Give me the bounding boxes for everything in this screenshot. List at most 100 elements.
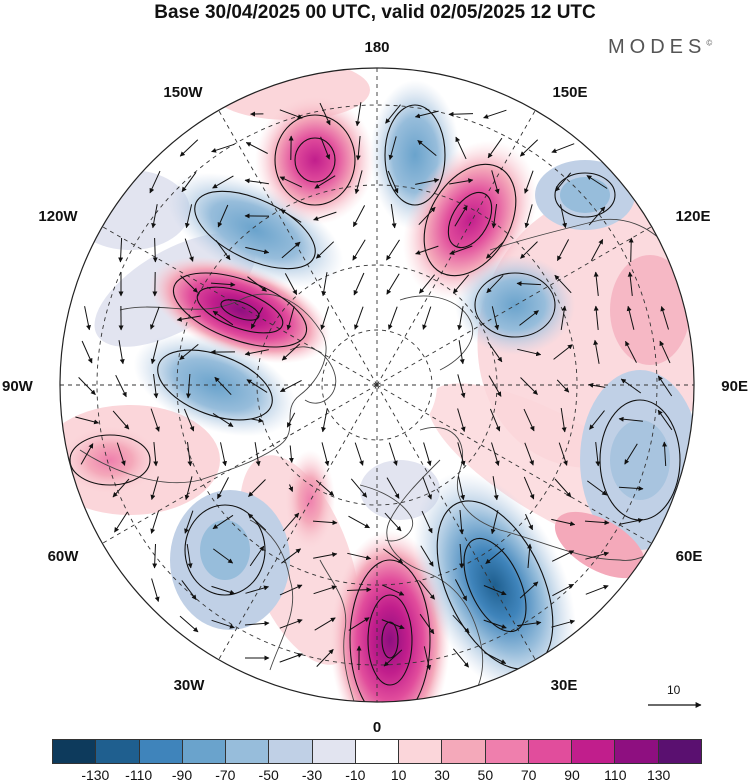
- wind-vector: [486, 274, 504, 294]
- lon-label-150w: 150W: [163, 84, 203, 101]
- wind-vector: [487, 341, 503, 363]
- legend-label: 50: [477, 767, 494, 783]
- wind-vector: [152, 543, 158, 569]
- legend-swatch: [615, 740, 659, 763]
- wind-vector: [560, 408, 567, 433]
- wind-vector: [185, 373, 191, 399]
- wind-vector: [181, 580, 197, 600]
- wind-vector: [659, 340, 671, 364]
- wind-vector: [554, 274, 572, 294]
- wind-vector: [153, 442, 159, 467]
- wind-vector: [419, 613, 435, 635]
- wind-vector: [520, 241, 538, 259]
- wind-vector: [449, 245, 473, 255]
- wind-vector: [281, 548, 302, 564]
- wind-vector: [245, 246, 270, 255]
- wind-vector: [184, 238, 194, 262]
- wind-vector: [350, 478, 368, 498]
- wind-vector: [314, 175, 336, 189]
- wind-vector: [280, 209, 302, 223]
- legend-swatch: [182, 740, 227, 763]
- wind-vector: [520, 377, 538, 395]
- legend-label: -30: [301, 767, 323, 783]
- wind-vector: [449, 178, 474, 185]
- wind-vector: [282, 512, 300, 532]
- wind-vector: [523, 476, 535, 500]
- legend-label: -50: [258, 767, 279, 783]
- wind-vector: [355, 102, 362, 127]
- wind-vector: [455, 136, 467, 160]
- wind-vector: [457, 408, 466, 432]
- wind-vector: [211, 585, 235, 595]
- legend-swatch: [53, 740, 97, 763]
- wind-vector: [560, 305, 567, 330]
- wind-vector: [554, 478, 572, 498]
- wind-vector: [212, 310, 234, 326]
- wind-vector: [116, 442, 126, 466]
- wind-vector: [423, 442, 432, 466]
- legend-swatch: [269, 740, 313, 763]
- wind-vector: [281, 343, 301, 361]
- legend-label: 90: [564, 767, 580, 783]
- lon-label-120e: 120E: [675, 208, 710, 225]
- wind-vector: [527, 543, 533, 569]
- wind-vector: [150, 306, 160, 330]
- wind-vector: [314, 617, 336, 631]
- wind-vector: [244, 349, 269, 356]
- wind-vector: [628, 237, 634, 263]
- wind-vector: [657, 375, 673, 397]
- wind-vector: [150, 476, 159, 500]
- wind-vector: [150, 408, 160, 432]
- wind-vector: [321, 442, 330, 467]
- wind-vector: [279, 653, 303, 663]
- wind-vector: [517, 620, 542, 627]
- wind-vector: [180, 275, 198, 293]
- wind-vector: [556, 239, 570, 262]
- wind-vector: [516, 281, 542, 287]
- wind-vector: [245, 142, 268, 154]
- lon-label-90e: 90E: [721, 378, 748, 395]
- wind-vector: [414, 110, 439, 119]
- wind-vector: [386, 477, 400, 499]
- wind-vector: [179, 615, 199, 633]
- wind-vector: [176, 315, 201, 322]
- wind-vector: [388, 306, 398, 330]
- wind-vector: [454, 579, 468, 602]
- wind-vector: [486, 241, 504, 259]
- wind-vector: [210, 282, 236, 288]
- wind-vector: [383, 649, 403, 667]
- wind-vector: [212, 175, 234, 189]
- wind-vector: [212, 514, 234, 530]
- legend-label: -70: [215, 767, 236, 783]
- wind-vector: [459, 509, 465, 535]
- wind-vector: [213, 548, 234, 564]
- wind-vector: [553, 344, 573, 360]
- brand-text: MODES: [608, 36, 707, 58]
- wind-vector: [118, 340, 125, 365]
- wind-vector: [313, 552, 338, 559]
- wind-vector: [551, 518, 576, 527]
- lon-label-60e: 60E: [676, 548, 703, 565]
- map-border: [59, 67, 695, 703]
- wind-vector: [81, 340, 93, 364]
- brand-logo: MODES©: [608, 36, 712, 59]
- wind-vector: [593, 305, 599, 330]
- wind-vector: [519, 310, 539, 326]
- wind-vector: [320, 306, 330, 330]
- wind-vector: [118, 237, 124, 263]
- wind-vector: [487, 137, 503, 159]
- wind-vector: [588, 206, 606, 226]
- wind-vector: [384, 512, 402, 532]
- legend-swatch: [139, 740, 183, 763]
- wind-vector: [452, 274, 470, 294]
- wind-vector: [353, 272, 365, 296]
- wind-vector: [524, 442, 534, 466]
- wind-vector: [250, 417, 264, 423]
- wind-vector: [348, 515, 370, 529]
- legend-swatch: [572, 740, 616, 763]
- reference-vector-label: 10: [667, 683, 681, 697]
- lon-label-60w: 60W: [48, 548, 80, 565]
- wind-vector: [551, 143, 575, 154]
- wind-vector: [525, 513, 533, 531]
- legend-swatch: [355, 740, 400, 763]
